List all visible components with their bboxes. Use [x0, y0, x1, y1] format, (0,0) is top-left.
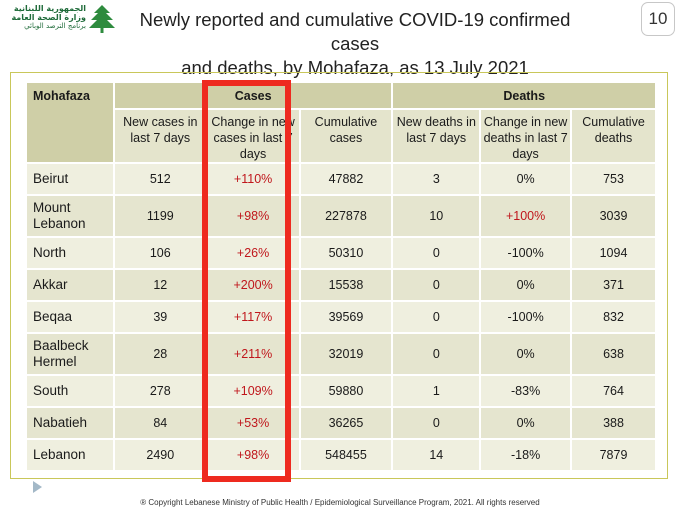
cell-new-deaths: 0	[392, 301, 482, 334]
table-row: Akkar 12 +200% 15538 0 0% 371	[27, 269, 657, 302]
cell-new-cases: 1199	[113, 195, 208, 238]
header-cumulative-cases: Cumulative cases	[299, 109, 394, 164]
cedar-tree-icon	[89, 5, 115, 33]
cell-cumulative-deaths: 638	[571, 333, 657, 376]
cell-cumulative-cases: 227878	[299, 195, 394, 238]
cell-mohafaza: Akkar	[27, 269, 115, 302]
cell-change-deaths: -100%	[480, 301, 573, 334]
cell-new-cases: 28	[113, 333, 208, 376]
title-line-1: Newly reported and cumulative COVID-19 c…	[139, 9, 571, 54]
cell-mohafaza: Mount Lebanon	[27, 195, 115, 238]
cell-mohafaza: Beqaa	[27, 301, 115, 334]
cell-change-deaths: 0%	[480, 163, 573, 196]
cell-mohafaza: Nabatieh	[27, 407, 115, 440]
cell-change-cases: +98%	[206, 195, 301, 238]
cell-new-deaths: 10	[392, 195, 482, 238]
cell-change-deaths: 0%	[480, 407, 573, 440]
cell-new-deaths: 0	[392, 407, 482, 440]
table-row: Beirut 512 +110% 47882 3 0% 753	[27, 163, 657, 196]
cell-change-cases: +26%	[206, 237, 301, 270]
covid-table: Mohafaza Cases Deaths New cases in last …	[27, 83, 657, 472]
table-row: South 278 +109% 59880 1 -83% 764	[27, 375, 657, 408]
header-group-deaths: Deaths	[392, 83, 657, 110]
table-row: Nabatieh 84 +53% 36265 0 0% 388	[27, 407, 657, 440]
copyright-footer: ® Copyright Lebanese Ministry of Public …	[140, 498, 540, 507]
table-row: North 106 +26% 50310 0 -100% 1094	[27, 237, 657, 270]
header-mohafaza: Mohafaza	[27, 83, 115, 164]
header-new-deaths: New deaths in last 7 days	[392, 109, 482, 164]
cell-change-cases: +211%	[206, 333, 301, 376]
logo-text: الجمهورية اللبنانية وزارة الصحة العامة ب…	[6, 4, 86, 31]
cell-change-cases: +98%	[206, 439, 301, 472]
cell-mohafaza: Baalbeck Hermel	[27, 333, 115, 376]
cell-change-cases: +110%	[206, 163, 301, 196]
ministry-logo: الجمهورية اللبنانية وزارة الصحة العامة ب…	[6, 4, 118, 34]
cell-cumulative-cases: 36265	[299, 407, 394, 440]
cell-change-cases: +200%	[206, 269, 301, 302]
cell-cumulative-cases: 32019	[299, 333, 394, 376]
cell-cumulative-deaths: 7879	[571, 439, 657, 472]
cell-change-deaths: -18%	[480, 439, 573, 472]
cell-change-deaths: 0%	[480, 333, 573, 376]
table-row: Beqaa 39 +117% 39569 0 -100% 832	[27, 301, 657, 334]
table-row: Baalbeck Hermel 28 +211% 32019 0 0% 638	[27, 333, 657, 376]
cell-new-cases: 84	[113, 407, 208, 440]
header-new-cases: New cases in last 7 days	[113, 109, 208, 164]
cell-change-deaths: -83%	[480, 375, 573, 408]
cell-cumulative-cases: 47882	[299, 163, 394, 196]
page-title: Newly reported and cumulative COVID-19 c…	[130, 8, 580, 80]
cell-mohafaza: North	[27, 237, 115, 270]
cell-mohafaza: South	[27, 375, 115, 408]
cell-change-deaths: 0%	[480, 269, 573, 302]
cell-cumulative-deaths: 3039	[571, 195, 657, 238]
cell-new-cases: 12	[113, 269, 208, 302]
page-number-badge: 10	[641, 2, 675, 36]
cell-cumulative-cases: 59880	[299, 375, 394, 408]
header-group-cases: Cases	[113, 83, 394, 110]
header-change-deaths: Change in new deaths in last 7 days	[480, 109, 573, 164]
header-cumulative-deaths: Cumulative deaths	[571, 109, 657, 164]
cell-new-deaths: 14	[392, 439, 482, 472]
cell-cumulative-deaths: 832	[571, 301, 657, 334]
table-frame	[10, 72, 668, 479]
logo-line-1: الجمهورية اللبنانية	[13, 4, 86, 13]
cell-cumulative-cases: 15538	[299, 269, 394, 302]
cell-cumulative-deaths: 388	[571, 407, 657, 440]
cell-cumulative-deaths: 753	[571, 163, 657, 196]
cell-new-deaths: 0	[392, 237, 482, 270]
table-row: Mount Lebanon 1199 +98% 227878 10 +100% …	[27, 195, 657, 238]
cell-change-deaths: -100%	[480, 237, 573, 270]
logo-line-3: برنامج الترصد الوبائي	[24, 22, 86, 30]
cell-new-cases: 278	[113, 375, 208, 408]
cell-change-deaths: +100%	[480, 195, 573, 238]
logo-line-2: وزارة الصحة العامة	[11, 13, 86, 22]
cell-mohafaza: Beirut	[27, 163, 115, 196]
cell-mohafaza: Lebanon	[27, 439, 115, 472]
table-row-total: Lebanon 2490 +98% 548455 14 -18% 7879	[27, 439, 657, 472]
cell-new-cases: 512	[113, 163, 208, 196]
cell-change-cases: +53%	[206, 407, 301, 440]
cell-cumulative-deaths: 1094	[571, 237, 657, 270]
cell-new-deaths: 0	[392, 269, 482, 302]
cell-new-cases: 2490	[113, 439, 208, 472]
cell-new-cases: 106	[113, 237, 208, 270]
cell-cumulative-cases: 50310	[299, 237, 394, 270]
cell-new-deaths: 3	[392, 163, 482, 196]
header-change-cases: Change in new cases in last 7 days	[206, 109, 301, 164]
cell-cumulative-cases: 548455	[299, 439, 394, 472]
cell-new-deaths: 0	[392, 333, 482, 376]
cell-new-cases: 39	[113, 301, 208, 334]
cell-change-cases: +117%	[206, 301, 301, 334]
cell-cumulative-deaths: 764	[571, 375, 657, 408]
cell-cumulative-deaths: 371	[571, 269, 657, 302]
cell-change-cases: +109%	[206, 375, 301, 408]
cell-cumulative-cases: 39569	[299, 301, 394, 334]
next-arrow-icon[interactable]	[33, 481, 42, 493]
cell-new-deaths: 1	[392, 375, 482, 408]
